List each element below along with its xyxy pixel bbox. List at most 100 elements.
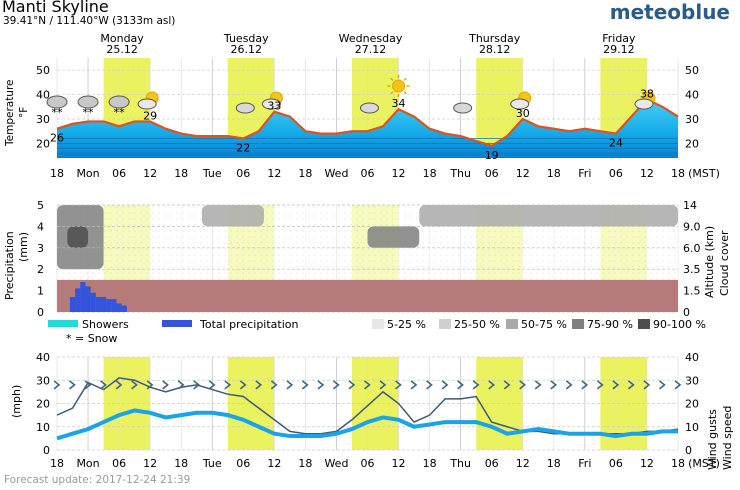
- wind-direction-arrow: [596, 380, 604, 390]
- wind-direction-arrow: [581, 380, 589, 390]
- wind-direction-arrow: [131, 380, 138, 390]
- time-axis-label: 12: [516, 457, 530, 470]
- daylight-band: [227, 357, 275, 450]
- wind-direction-arrow: [115, 380, 123, 390]
- time-axis-label: 18: [547, 167, 561, 180]
- precip-ytick: 5: [37, 199, 44, 212]
- cloud-legend-label: 90-100 %: [653, 318, 706, 331]
- cloud-legend-label: 50-75 %: [521, 318, 567, 331]
- cloud-night-icon: [232, 92, 255, 114]
- time-axis-label: 06: [112, 167, 126, 180]
- cloud-shape: [108, 95, 130, 109]
- snow-cloud-night-icon: **: [77, 95, 99, 119]
- precip-band: [57, 279, 678, 312]
- wind-direction-arrow: [658, 380, 666, 390]
- moon-shape: [330, 95, 340, 113]
- temp-value-label: 22: [236, 141, 250, 154]
- precip-bar: [90, 292, 96, 312]
- wind-direction-arrow: [270, 380, 278, 390]
- precip-bar: [85, 286, 91, 312]
- day-date: 29.12: [603, 43, 635, 56]
- wind-ytick-right: 20: [685, 398, 699, 411]
- time-axis-label: 12: [640, 457, 654, 470]
- altitude-ylabel: Altitude (km): [703, 226, 716, 298]
- precip-ylabel-unit: (mm): [17, 232, 30, 262]
- cloud-cover-patch: [419, 205, 678, 227]
- precip-ytick: 2: [37, 263, 44, 276]
- time-axis-label: Mon: [76, 457, 99, 470]
- meteoblue-logo[interactable]: meteoblue: [609, 0, 730, 24]
- precip-bar: [111, 299, 117, 312]
- wind-direction-arrow: [643, 380, 651, 390]
- temp-ytick-right: 50: [685, 64, 699, 77]
- precip-ytick: 4: [37, 220, 44, 233]
- temp-value-label: 19: [485, 149, 499, 162]
- wind-direction-arrow: [332, 380, 340, 390]
- wind-direction-arrow: [627, 380, 635, 390]
- partly-cloudy-day-icon: [137, 91, 159, 110]
- wind-direction-arrow: [301, 380, 309, 390]
- time-axis-label: Wed: [324, 167, 348, 180]
- timezone-label: (MST): [688, 167, 720, 180]
- time-axis-label: 18: [298, 457, 312, 470]
- time-axis-label: 06: [485, 457, 499, 470]
- temp-ytick-left: 50: [36, 64, 50, 77]
- wind-direction-arrow: [177, 380, 185, 390]
- moon-shape: [578, 95, 588, 113]
- altitude-ytick: 6.0: [683, 242, 701, 255]
- cloud-cover-ylabel: Cloud cover: [718, 230, 731, 296]
- wind-direction-arrow: [534, 380, 542, 390]
- altitude-ytick: 0: [683, 306, 690, 319]
- cloud-shape: [137, 98, 157, 110]
- precip-ytick: 0: [37, 306, 44, 319]
- cloud-shape: [453, 102, 473, 114]
- wind-direction-arrow: [410, 380, 418, 390]
- time-axis-label: 06: [361, 457, 375, 470]
- wind-direction-arrow: [472, 380, 480, 390]
- moon-shape: [206, 95, 216, 113]
- time-axis-label: 18: [423, 167, 437, 180]
- temp-value-label: 33: [267, 100, 281, 113]
- moon-shape: [423, 95, 433, 113]
- temp-ytick-right: 40: [685, 89, 699, 102]
- timezone-label: (MST): [688, 457, 720, 470]
- cloud-shape: [510, 98, 530, 110]
- precip-bar: [116, 303, 122, 312]
- wind-direction-arrow: [395, 380, 402, 390]
- temp-value-label: 26: [50, 132, 64, 145]
- wind-speed-ylabel: Wind speed: [721, 406, 734, 470]
- temp-value-label: 38: [640, 87, 654, 100]
- showers-legend-label: Showers: [82, 318, 129, 331]
- partly-cloudy-day-icon: [261, 91, 283, 110]
- wind-direction-arrow: [146, 380, 154, 390]
- time-axis-label: 06: [361, 167, 375, 180]
- cloud-legend-label: 75-90 %: [587, 318, 633, 331]
- precip-bar: [75, 288, 81, 312]
- wind-direction-arrow: [239, 380, 247, 390]
- moon-icon: [299, 95, 309, 113]
- wind-direction-arrow: [519, 380, 527, 390]
- wind-direction-arrow: [674, 380, 682, 390]
- wind-direction-arrow: [162, 380, 169, 390]
- sun-ray: [403, 91, 407, 95]
- time-axis-label: Fri: [578, 167, 591, 180]
- wind-ytick-left: 0: [43, 444, 50, 457]
- total-precip-legend-label: Total precipitation: [199, 318, 299, 331]
- moon-icon: [175, 95, 185, 113]
- wind-direction-arrow: [69, 380, 76, 390]
- time-axis-label: 18: [671, 167, 685, 180]
- wind-direction-arrow: [286, 380, 294, 390]
- temp-value-label: 24: [609, 137, 623, 150]
- day-date: 26.12: [231, 43, 263, 56]
- wind-ytick-left: 40: [36, 351, 50, 364]
- moon-shape: [547, 95, 557, 113]
- partly-cloudy-day-icon: [634, 91, 656, 110]
- cloud-shape: [360, 102, 379, 114]
- moon-shape: [299, 95, 309, 113]
- wind-direction-arrow: [426, 380, 433, 390]
- wind-ytick-left: 30: [36, 374, 50, 387]
- wind-speed-line: [56, 408, 678, 441]
- wind-ytick-left: 20: [36, 398, 50, 411]
- moon-icon: [206, 95, 216, 113]
- cloud-legend-swatch: [506, 319, 518, 329]
